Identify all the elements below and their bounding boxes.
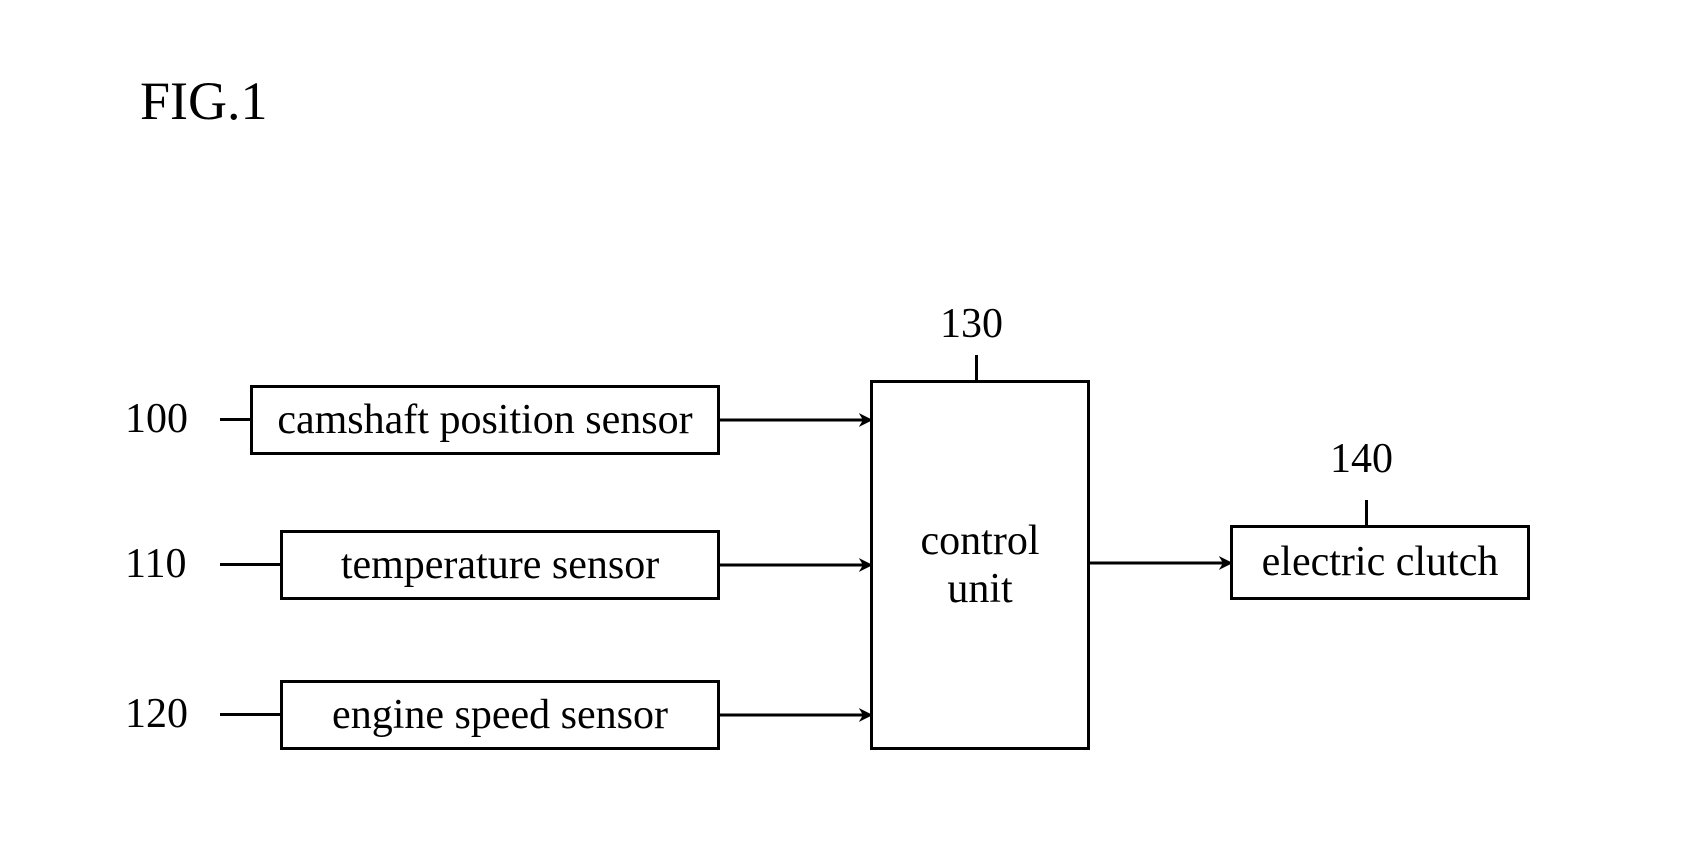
diagram-canvas: FIG.1 camshaft position sensor 100 tempe… [0, 0, 1701, 861]
edges-layer [0, 0, 1701, 861]
